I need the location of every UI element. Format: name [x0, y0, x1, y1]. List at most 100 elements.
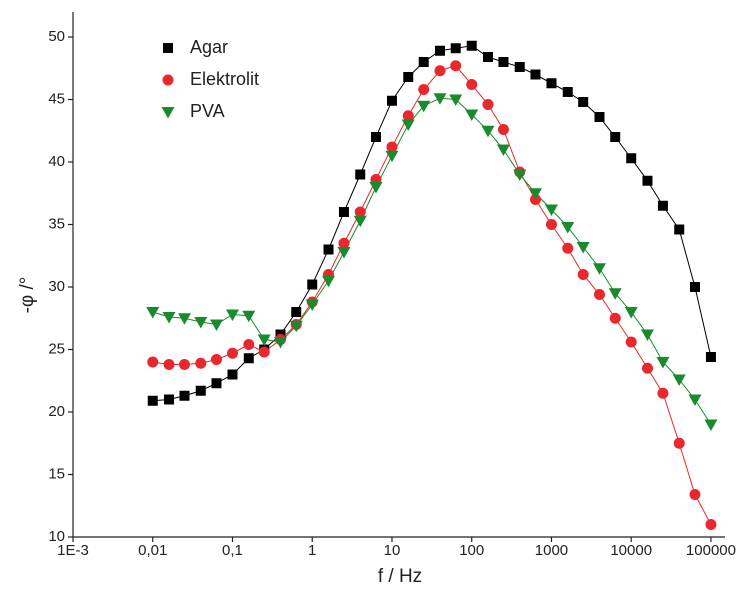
marker: [689, 489, 701, 500]
marker: [466, 40, 477, 51]
legend-label: Elektrolit: [190, 69, 259, 89]
marker: [418, 57, 429, 67]
marker: [210, 354, 222, 365]
marker: [257, 334, 271, 346]
marker: [242, 310, 256, 323]
marker: [546, 78, 557, 89]
y-tick-label: 50: [48, 28, 65, 45]
legend-label: Agar: [190, 37, 228, 57]
marker: [625, 336, 637, 348]
x-tick-label: 10: [384, 542, 401, 559]
marker: [401, 119, 415, 131]
marker: [528, 188, 542, 200]
marker: [514, 62, 525, 72]
marker: [418, 84, 430, 95]
y-axis-title: -φ /°: [17, 277, 38, 314]
marker: [498, 57, 509, 67]
marker: [307, 279, 318, 290]
marker: [354, 206, 366, 218]
y-tick-label: 20: [48, 403, 65, 420]
marker: [689, 282, 700, 292]
marker: [624, 307, 638, 319]
marker: [258, 346, 270, 358]
marker: [609, 312, 621, 324]
marker: [338, 237, 350, 249]
marker: [688, 394, 702, 406]
marker: [449, 94, 463, 106]
marker: [608, 288, 622, 300]
marker: [323, 244, 334, 255]
x-tick-label: 100000: [686, 542, 736, 559]
y-tick-label: 25: [48, 340, 65, 357]
marker: [274, 337, 288, 349]
marker: [289, 320, 303, 333]
marker: [577, 269, 589, 280]
marker: [626, 153, 637, 164]
marker: [178, 359, 190, 370]
marker: [179, 390, 190, 401]
marker: [562, 87, 573, 97]
marker: [195, 357, 207, 369]
y-tick-label: 10: [48, 528, 65, 545]
y-tick-label: 30: [48, 278, 65, 295]
marker: [434, 65, 446, 77]
marker: [592, 263, 606, 275]
marker: [322, 275, 336, 288]
marker: [211, 378, 222, 389]
marker: [386, 141, 398, 153]
marker: [163, 359, 175, 370]
marker: [195, 385, 206, 396]
marker: [576, 242, 590, 254]
marker: [642, 175, 653, 186]
marker: [673, 437, 685, 449]
marker: [353, 215, 367, 228]
marker: [496, 144, 510, 156]
marker: [162, 312, 176, 324]
y-tick-label: 45: [48, 90, 65, 107]
marker: [481, 125, 495, 138]
marker: [163, 43, 173, 53]
y-tick-label: 40: [48, 153, 65, 170]
marker: [610, 132, 621, 142]
x-tick-label: 0,01: [138, 542, 167, 559]
marker: [704, 419, 718, 431]
marker: [402, 110, 414, 122]
x-tick-label: 1000: [535, 542, 568, 559]
x-tick-label: 1E-3: [57, 542, 89, 559]
fit-line: [152, 65, 712, 525]
marker: [497, 124, 509, 135]
marker: [641, 362, 653, 374]
marker: [562, 242, 574, 254]
marker: [674, 224, 685, 235]
marker: [305, 299, 319, 311]
marker: [338, 207, 349, 217]
marker: [578, 97, 589, 107]
marker: [226, 347, 238, 359]
legend-label: PVA: [190, 101, 225, 121]
marker: [545, 219, 557, 230]
y-tick-label: 15: [48, 465, 65, 482]
x-tick-label: 1: [308, 542, 316, 559]
marker: [657, 387, 669, 399]
marker: [369, 182, 383, 194]
marker: [164, 394, 175, 405]
y-tick-label: 35: [48, 215, 65, 232]
marker: [225, 309, 239, 321]
marker: [385, 150, 399, 163]
marker: [657, 200, 668, 211]
marker: [656, 357, 670, 369]
marker: [593, 289, 605, 300]
marker: [705, 519, 717, 530]
x-axis-title: f / Hz: [378, 566, 422, 587]
marker: [450, 43, 461, 54]
marker: [672, 374, 686, 386]
marker: [194, 317, 208, 329]
marker: [705, 352, 716, 362]
marker: [209, 319, 223, 331]
fit-line: [152, 45, 712, 402]
marker: [465, 109, 479, 121]
marker: [466, 79, 478, 90]
marker: [177, 313, 191, 325]
marker: [227, 369, 238, 380]
